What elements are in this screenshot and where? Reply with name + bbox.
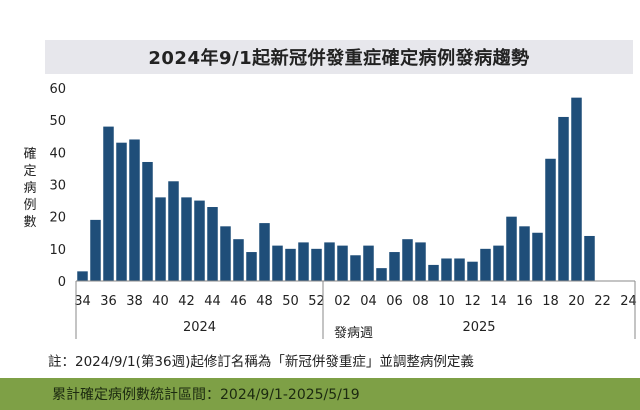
x-tick-label: 18	[542, 294, 559, 309]
x-axis-label: 發病週	[334, 326, 373, 341]
bar	[181, 197, 192, 281]
definition-note: 註：2024/9/1(第36週)起修訂名稱為「新冠併發重症」並調整病例定義	[48, 354, 474, 370]
x-tick-label: 10	[438, 294, 455, 309]
chart-title: 2024年9/1起新冠併發重症確定病例發病趨勢	[148, 48, 530, 69]
bar	[129, 139, 140, 281]
bar	[480, 248, 491, 281]
x-tick-label: 24	[620, 294, 637, 309]
x-tick-label: 38	[126, 294, 143, 309]
x-tick-label: 06	[386, 294, 403, 309]
x-tick-label: 34	[74, 294, 91, 309]
bar	[142, 161, 153, 281]
bar	[207, 207, 218, 281]
y-tick-label: 0	[58, 275, 66, 290]
x-tick-label: 52	[308, 294, 325, 309]
bar	[298, 242, 309, 281]
y-tick-label: 20	[49, 211, 66, 226]
bar	[532, 232, 543, 281]
bar	[350, 255, 361, 281]
bar	[116, 142, 127, 281]
bar	[363, 245, 374, 281]
year-label: 2024	[183, 320, 216, 335]
bar	[220, 226, 231, 281]
x-tick-label: 42	[178, 294, 195, 309]
bar	[454, 258, 465, 281]
x-tick-label: 46	[230, 294, 247, 309]
bar	[571, 97, 582, 282]
y-tick-label: 60	[49, 82, 66, 97]
footer-banner: 累計確定病例數統計區間：2024/9/1-2025/5/19	[0, 378, 640, 410]
x-tick-label: 40	[152, 294, 169, 309]
bar	[337, 245, 348, 281]
bar	[376, 268, 387, 281]
x-tick-label: 22	[594, 294, 611, 309]
x-tick-label: 36	[100, 294, 117, 309]
bar	[402, 239, 413, 281]
x-tick-label: 12	[464, 294, 481, 309]
x-tick-label: 20	[568, 294, 585, 309]
bar-chart: 0 10 20 30 40 50 60 34 36 38 40 42 44 46 48 50 52 02 04 06 0…	[49, 82, 637, 341]
bar	[285, 248, 296, 281]
y-axis-label: 確定病例數	[23, 147, 37, 230]
x-tick-label: 02	[334, 294, 351, 309]
bar	[506, 216, 517, 281]
x-tick-label: 04	[360, 294, 377, 309]
x-tick-label: 16	[516, 294, 533, 309]
bar	[168, 181, 179, 281]
footer-text: 累計確定病例數統計區間：2024/9/1-2025/5/19	[52, 387, 360, 403]
bar	[311, 248, 322, 281]
bar	[467, 261, 478, 281]
x-tick-label: 08	[412, 294, 429, 309]
y-tick-label: 50	[49, 114, 66, 129]
x-tick-label: 50	[282, 294, 299, 309]
y-tick-label: 40	[49, 146, 66, 161]
bar	[584, 235, 595, 281]
bar	[155, 197, 166, 281]
bar	[259, 223, 270, 281]
year-label: 2025	[462, 320, 495, 335]
bar	[90, 219, 101, 281]
bar	[389, 252, 400, 281]
bar	[428, 264, 439, 281]
x-tick-label: 14	[490, 294, 507, 309]
bar	[194, 200, 205, 281]
bar	[77, 271, 88, 281]
bar	[246, 252, 257, 281]
bar	[558, 116, 569, 281]
bar	[103, 126, 114, 281]
bar	[519, 226, 530, 281]
bar	[441, 258, 452, 281]
chart-title-bar: 2024年9/1起新冠併發重症確定病例發病趨勢	[45, 40, 633, 74]
y-tick-label: 10	[49, 243, 66, 258]
bar	[493, 245, 504, 281]
y-tick-label: 30	[49, 179, 66, 194]
bar	[545, 158, 556, 281]
bar	[415, 242, 426, 281]
bar	[233, 239, 244, 281]
bar	[324, 242, 335, 281]
bar	[272, 245, 283, 281]
x-tick-label: 48	[256, 294, 273, 309]
x-tick-label: 44	[204, 294, 221, 309]
